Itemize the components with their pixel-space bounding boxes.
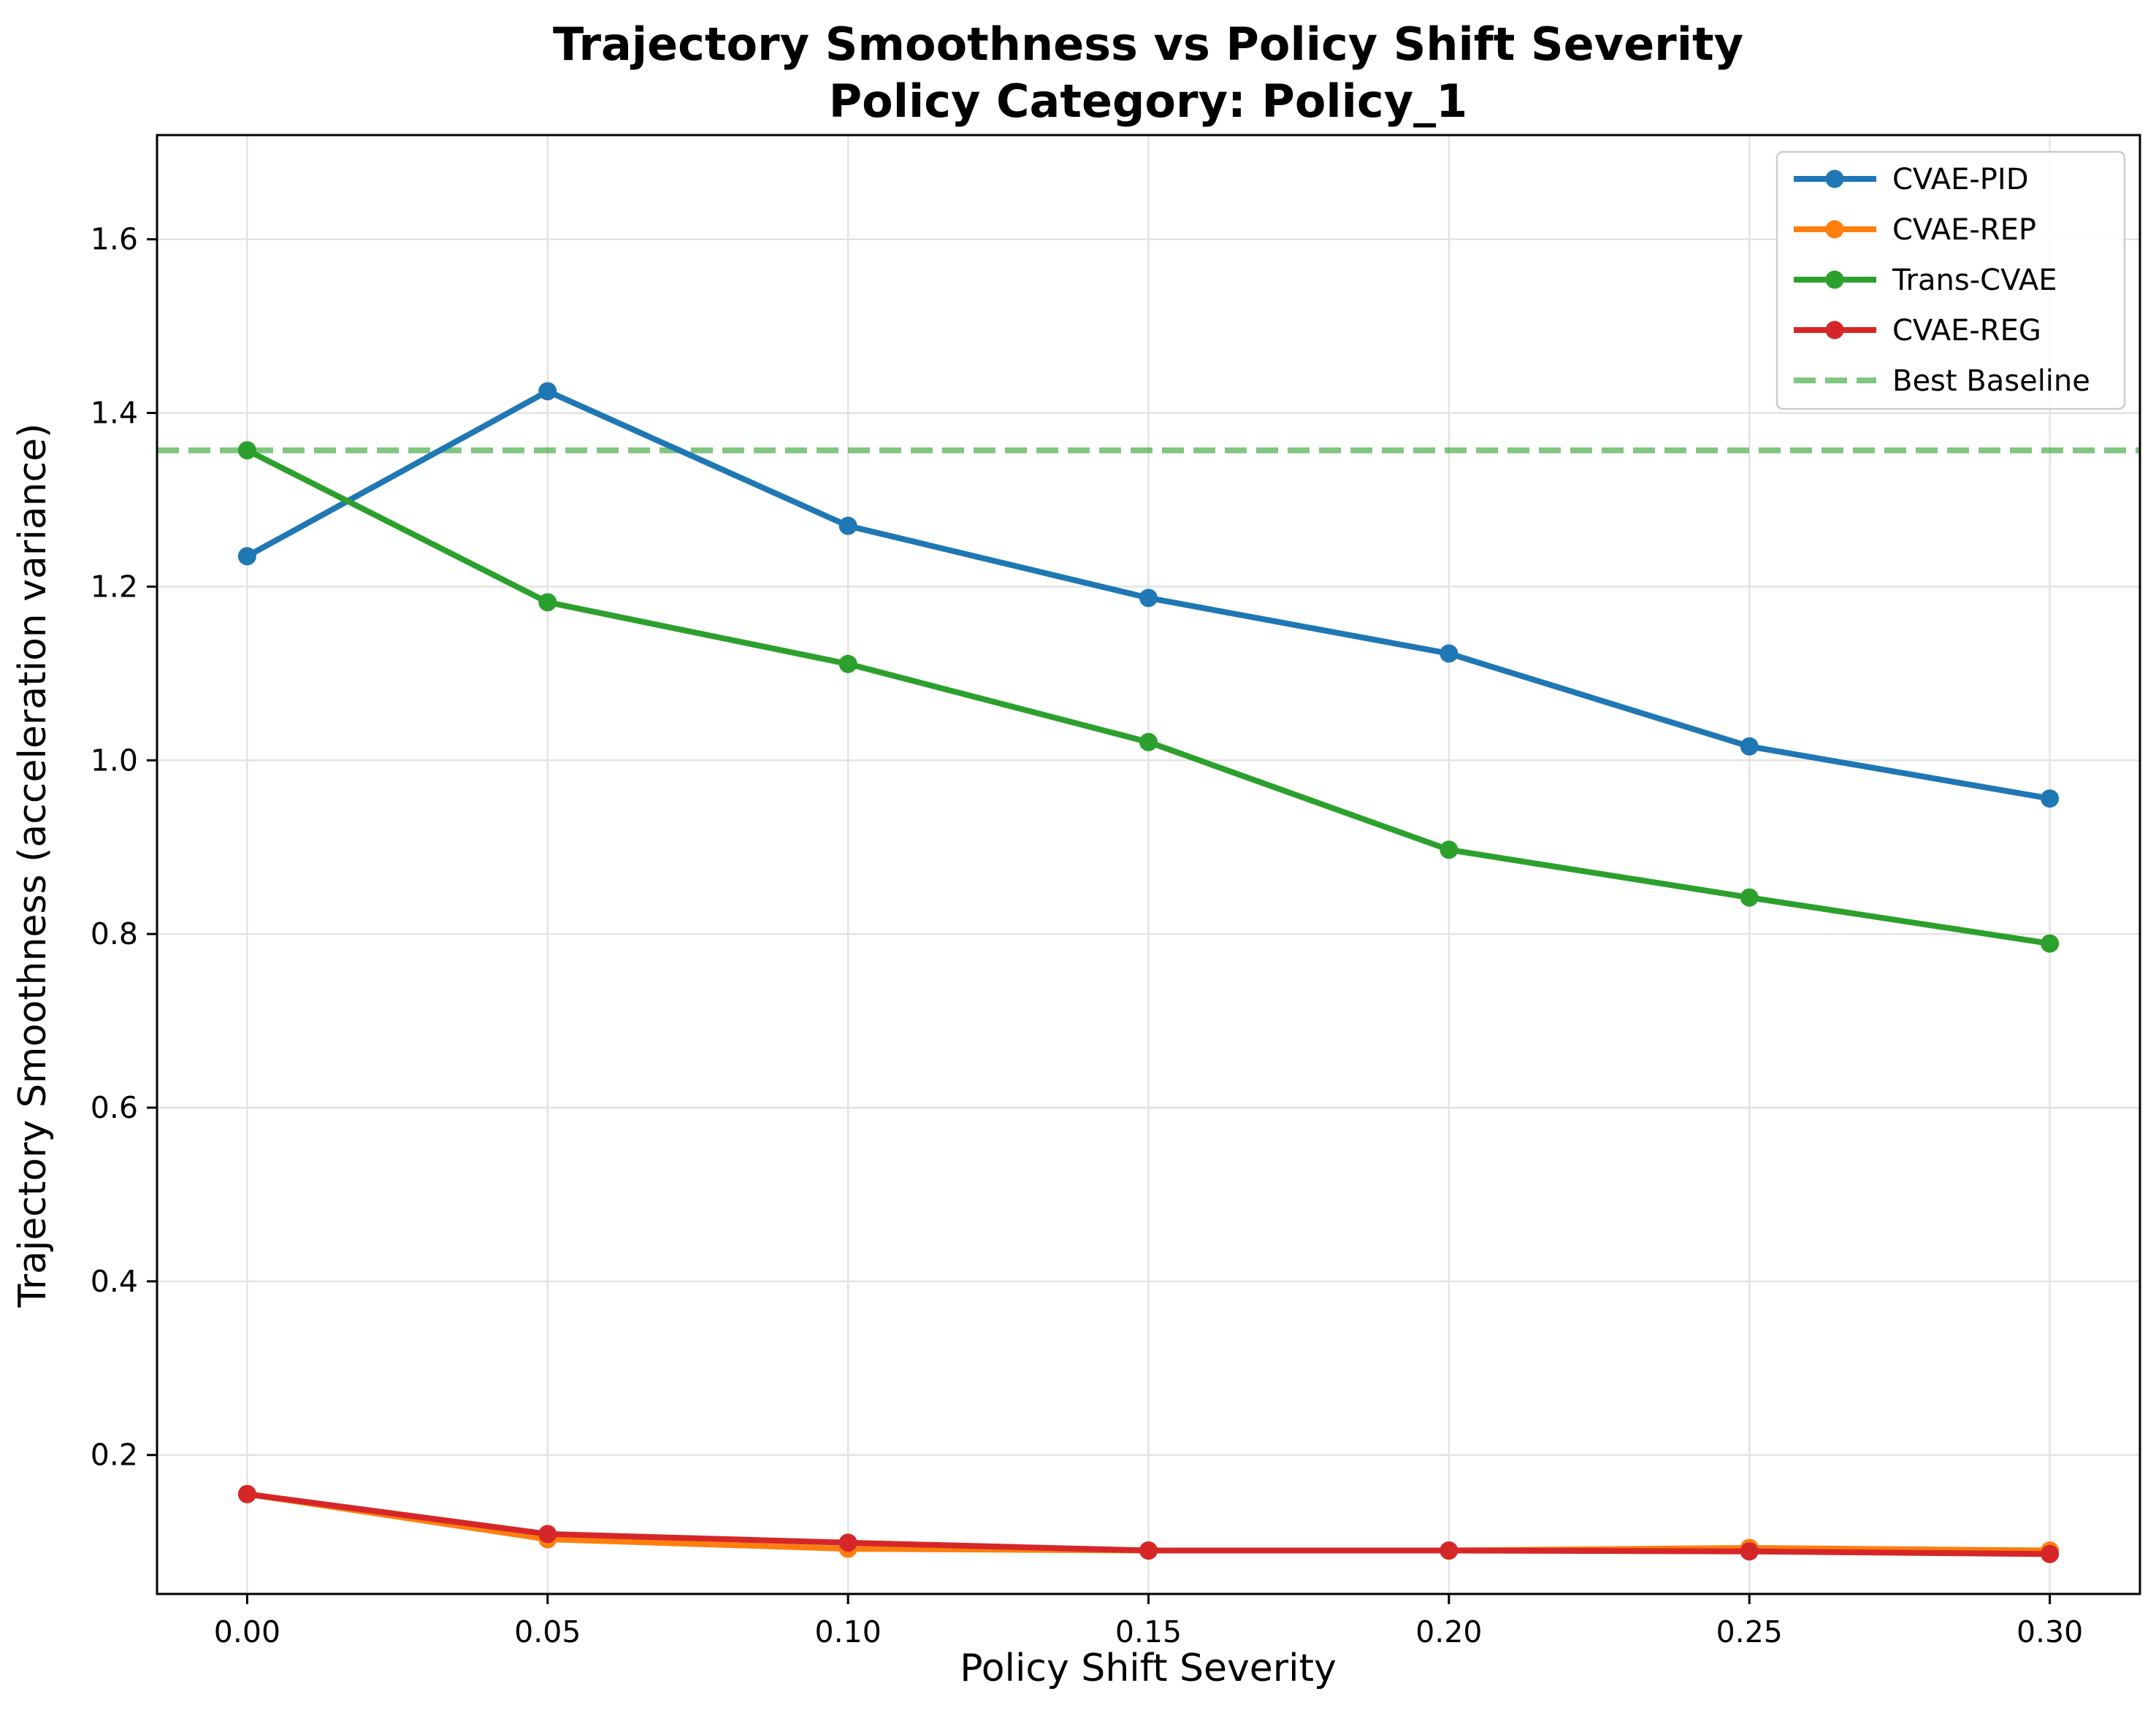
legend-marker — [1825, 321, 1844, 340]
legend-label: Trans-CVAE — [1892, 264, 2057, 297]
data-point — [1440, 840, 1459, 859]
legend-label: CVAE-REG — [1892, 314, 2041, 348]
data-point — [838, 1533, 857, 1552]
legend: CVAE-PID CVAE-REP Trans-CVAE CVAE-REG Best B… — [1775, 150, 2126, 410]
legend-marker — [1825, 220, 1844, 239]
data-point — [1139, 732, 1158, 751]
y-axis-label: Trajectory Smoothness (acceleration vari… — [11, 423, 55, 1308]
y-tick-label: 1.6 — [91, 222, 138, 257]
data-point — [538, 382, 557, 401]
series — [237, 382, 2060, 1563]
y-tick-label: 0.4 — [91, 1264, 138, 1299]
x-axis-ticks: 0.00 0.05 0.10 0.15 0.20 0.25 0.30 — [214, 1594, 2083, 1649]
data-point — [2041, 1544, 2060, 1563]
legend-label: Best Baseline — [1892, 364, 2090, 398]
legend-marker — [1825, 169, 1844, 188]
data-point — [538, 593, 557, 612]
chart-title: Trajectory Smoothness vs Policy Shift Se… — [553, 18, 1743, 71]
data-point — [838, 516, 857, 535]
y-tick-label: 1.0 — [91, 743, 138, 778]
grid — [157, 135, 2140, 1594]
legend-item: CVAE-PID — [1794, 163, 2029, 196]
legend-label: CVAE-PID — [1892, 163, 2029, 196]
data-point — [237, 441, 256, 460]
data-point — [2041, 934, 2060, 953]
data-point — [1440, 644, 1459, 663]
x-tick-label: 0.25 — [1716, 1614, 1783, 1649]
data-point — [1440, 1541, 1459, 1560]
y-axis-ticks: 0.2 0.4 0.6 0.8 1.0 1.2 1.4 1.6 — [91, 222, 157, 1473]
data-point — [538, 1525, 557, 1544]
x-tick-label: 0.05 — [514, 1614, 581, 1649]
legend-marker — [1825, 270, 1844, 289]
y-tick-label: 0.6 — [91, 1090, 138, 1125]
legend-item: Best Baseline — [1794, 364, 2090, 398]
data-point — [2041, 789, 2060, 808]
y-tick-label: 1.2 — [91, 569, 138, 604]
x-tick-label: 0.10 — [814, 1614, 881, 1649]
legend-item: CVAE-REP — [1794, 213, 2036, 247]
x-tick-label: 0.20 — [1415, 1614, 1482, 1649]
legend-item: CVAE-REG — [1794, 314, 2041, 348]
x-axis-label: Policy Shift Severity — [960, 1647, 1337, 1690]
series-cvae-reg — [237, 1484, 2060, 1563]
data-point — [1139, 589, 1158, 607]
chart-subtitle: Policy Category: Policy_1 — [829, 74, 1468, 128]
legend-item: Trans-CVAE — [1794, 264, 2057, 297]
data-point — [1139, 1541, 1158, 1560]
data-point — [237, 1484, 256, 1503]
y-tick-label: 0.2 — [91, 1438, 138, 1473]
series-trans-cvae — [237, 441, 2060, 953]
legend-label: CVAE-REP — [1892, 213, 2036, 247]
data-point — [838, 654, 857, 673]
legend-box — [1775, 150, 2126, 410]
x-tick-label: 0.00 — [214, 1614, 280, 1649]
data-point — [1740, 1542, 1759, 1561]
data-point — [1740, 888, 1759, 907]
x-tick-label: 0.15 — [1115, 1614, 1182, 1649]
data-point — [1740, 737, 1759, 756]
data-point — [237, 547, 256, 566]
y-tick-label: 0.8 — [91, 916, 138, 951]
x-tick-label: 0.30 — [2017, 1614, 2083, 1649]
y-tick-label: 1.4 — [91, 396, 138, 431]
series-cvae-pid — [237, 382, 2060, 808]
